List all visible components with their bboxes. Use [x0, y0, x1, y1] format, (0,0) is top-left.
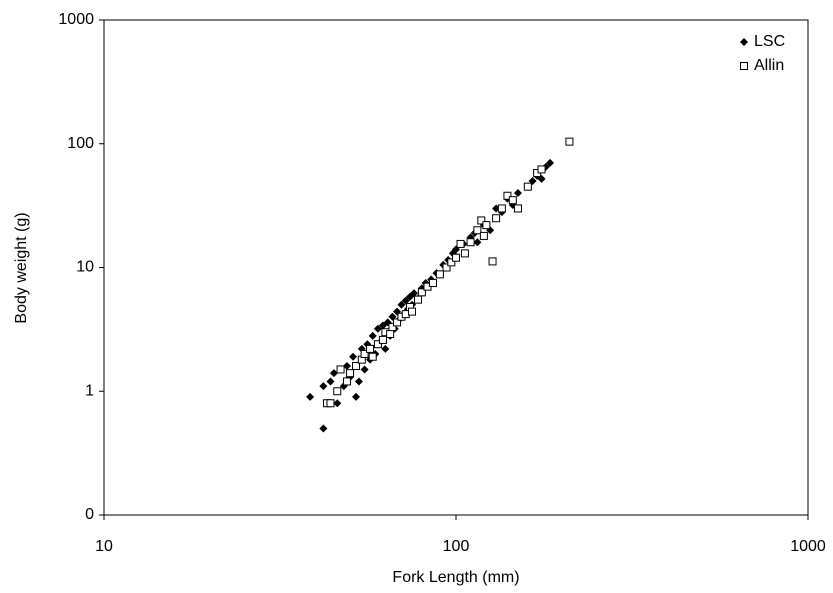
point — [352, 361, 361, 370]
point — [342, 361, 351, 370]
point — [565, 137, 574, 146]
x-tick-label: 1000 — [790, 538, 826, 555]
point — [537, 165, 546, 174]
legend-marker — [740, 38, 748, 46]
point — [368, 352, 377, 361]
point — [497, 204, 506, 213]
point — [378, 335, 387, 344]
point — [333, 399, 342, 408]
point — [473, 226, 482, 235]
point — [319, 382, 328, 391]
point — [342, 377, 351, 386]
point — [393, 318, 402, 327]
point — [373, 324, 382, 333]
point — [477, 216, 486, 225]
point — [360, 365, 369, 374]
point — [428, 278, 437, 287]
point — [447, 258, 456, 267]
point — [329, 369, 338, 378]
point — [352, 392, 361, 401]
point — [397, 300, 406, 309]
point — [373, 340, 382, 349]
point — [482, 221, 491, 230]
point — [488, 257, 497, 266]
point — [410, 289, 419, 298]
y-tick-label: 10 — [76, 259, 94, 276]
y-tick-label: 1000 — [58, 11, 94, 28]
point — [414, 295, 423, 304]
point — [417, 288, 426, 297]
point — [456, 239, 465, 248]
point — [368, 331, 377, 340]
legend-label: Allin — [754, 57, 784, 74]
x-axis-label: Fork Length (mm) — [392, 569, 519, 586]
point — [503, 191, 512, 200]
point — [408, 307, 417, 316]
y-tick-label: 1 — [85, 382, 94, 399]
point — [523, 182, 532, 191]
point — [546, 158, 555, 167]
point — [508, 196, 517, 205]
point — [349, 352, 358, 361]
legend-marker — [740, 62, 748, 70]
point — [366, 344, 375, 353]
point — [513, 188, 522, 197]
point — [435, 270, 444, 279]
x-tick-label: 10 — [95, 538, 113, 555]
point — [466, 238, 475, 247]
point — [492, 214, 501, 223]
point — [319, 424, 328, 433]
point — [479, 231, 488, 240]
y-tick-label: 0 — [85, 506, 94, 523]
point — [460, 249, 469, 258]
point — [381, 344, 390, 353]
legend-label: LSC — [754, 33, 785, 50]
point — [360, 349, 369, 358]
point — [442, 263, 451, 272]
point — [306, 392, 315, 401]
point — [333, 387, 342, 396]
point — [354, 377, 363, 386]
x-tick-label: 100 — [443, 538, 470, 555]
point — [386, 330, 395, 339]
point — [452, 253, 460, 262]
point — [401, 296, 410, 305]
y-axis-label: Body weight (g) — [13, 212, 30, 323]
point — [336, 365, 345, 374]
point — [326, 377, 335, 386]
point — [326, 399, 335, 408]
point — [513, 204, 522, 213]
plot-area — [103, 19, 809, 516]
point — [388, 323, 397, 332]
y-tick-label: 100 — [67, 135, 94, 152]
point — [473, 238, 482, 247]
point — [346, 369, 355, 378]
